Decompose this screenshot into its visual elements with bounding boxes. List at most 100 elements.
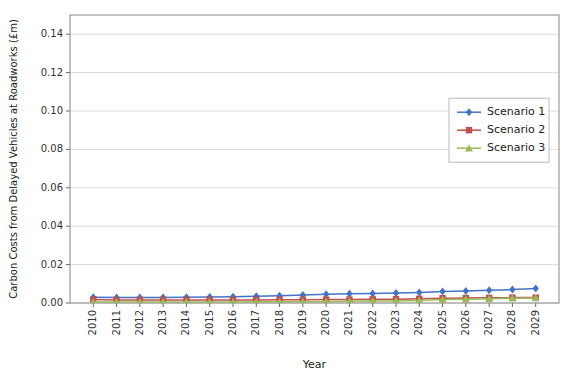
y-tick-label: 0.06 <box>41 182 63 193</box>
series-marker <box>416 288 422 296</box>
axes: 0.000.020.040.060.080.100.120.1420102011… <box>41 15 559 335</box>
x-tick <box>465 303 466 307</box>
x-tick <box>233 303 234 307</box>
series-marker <box>392 297 400 303</box>
x-tick-label: 2018 <box>274 310 285 335</box>
x-tick-label: 2015 <box>204 310 215 335</box>
x-tick <box>326 303 327 307</box>
series-marker <box>206 298 214 303</box>
chart: 0.000.020.040.060.080.100.120.1420102011… <box>0 0 574 378</box>
series-marker <box>532 294 540 301</box>
x-tick-label: 2013 <box>157 310 168 335</box>
x-tick <box>535 303 536 307</box>
x-tick <box>372 303 373 307</box>
legend-label: Scenario 3 <box>487 141 545 154</box>
series-marker <box>276 298 284 303</box>
plot-frame <box>70 15 559 303</box>
x-tick-label: 2017 <box>250 310 261 335</box>
x-tick <box>302 303 303 307</box>
x-tick <box>186 303 187 307</box>
x-tick <box>512 303 513 307</box>
x-tick-label: 2014 <box>180 310 191 335</box>
legend-box <box>449 98 549 162</box>
x-tick <box>163 303 164 307</box>
series-marker <box>159 298 167 303</box>
y-tick <box>66 303 70 304</box>
series-marker <box>439 296 447 303</box>
series-marker <box>486 286 492 294</box>
x-tick-label: 2016 <box>227 310 238 335</box>
y-tick-label: 0.00 <box>41 297 63 308</box>
x-tick-label: 2026 <box>460 310 471 335</box>
y-tick <box>66 187 70 188</box>
plot-background <box>70 15 559 303</box>
x-tick-label: 2020 <box>320 310 331 335</box>
y-tick-label: 0.10 <box>41 105 63 116</box>
series-marker <box>369 297 377 303</box>
series-marker <box>299 298 307 303</box>
x-tick-label: 2012 <box>134 310 145 335</box>
legend-marker <box>466 108 472 116</box>
x-tick-label: 2025 <box>437 310 448 335</box>
series-marker <box>533 285 539 293</box>
legend-marker <box>466 127 472 133</box>
y-tick <box>66 34 70 35</box>
series-marker <box>345 297 353 303</box>
grid-line <box>70 226 559 227</box>
series-marker <box>393 289 399 297</box>
y-tick-label: 0.04 <box>41 220 63 231</box>
series-line <box>93 289 535 298</box>
x-tick-label: 2021 <box>343 310 354 335</box>
series-marker <box>113 298 121 303</box>
series-marker <box>322 297 330 303</box>
y-tick-label: 0.12 <box>41 67 63 78</box>
series-marker <box>462 295 470 302</box>
grid-line <box>70 72 559 73</box>
x-tick <box>396 303 397 307</box>
x-tick-label: 2024 <box>413 310 424 335</box>
series-marker <box>439 287 445 295</box>
grid-line <box>70 34 559 35</box>
legend-label: Scenario 1 <box>487 105 545 118</box>
x-tick <box>116 303 117 307</box>
y-tick <box>66 226 70 227</box>
legend-label: Scenario 2 <box>487 123 545 136</box>
y-tick-label: 0.08 <box>41 143 63 154</box>
series-marker <box>508 294 516 301</box>
series-marker <box>509 286 515 294</box>
series-line <box>93 298 535 302</box>
series-marker <box>229 298 237 303</box>
series-marker <box>136 298 144 303</box>
legend: Scenario 1 Scenario 2 Scenario 3 <box>449 98 549 162</box>
x-tick-label: 2028 <box>506 310 517 335</box>
x-tick <box>442 303 443 307</box>
x-tick <box>139 303 140 307</box>
x-tick <box>349 303 350 307</box>
series-marker <box>182 298 190 303</box>
x-tick <box>489 303 490 307</box>
grid <box>70 34 559 303</box>
x-axis-label: Year <box>302 358 327 371</box>
series-marker <box>463 287 469 295</box>
grid-line <box>70 187 559 188</box>
y-axis-label: Carbon Costs from Delayed Vehicles at Ro… <box>8 19 19 299</box>
x-tick-label: 2027 <box>483 310 494 335</box>
data <box>89 285 539 303</box>
x-tick-label: 2019 <box>297 310 308 335</box>
x-tick <box>419 303 420 307</box>
x-tick-label: 2011 <box>111 310 122 335</box>
series-marker <box>485 295 493 302</box>
legend-marker <box>465 144 473 151</box>
x-tick <box>209 303 210 307</box>
y-tick <box>66 149 70 150</box>
series-marker <box>486 295 492 301</box>
x-tick-label: 2023 <box>390 310 401 335</box>
x-tick <box>93 303 94 307</box>
y-tick <box>66 264 70 265</box>
y-tick <box>66 111 70 112</box>
x-tick-label: 2022 <box>367 310 378 335</box>
series-marker <box>89 298 97 303</box>
series-marker <box>252 298 260 303</box>
y-tick-label: 0.02 <box>41 259 63 270</box>
grid-line <box>70 264 559 265</box>
